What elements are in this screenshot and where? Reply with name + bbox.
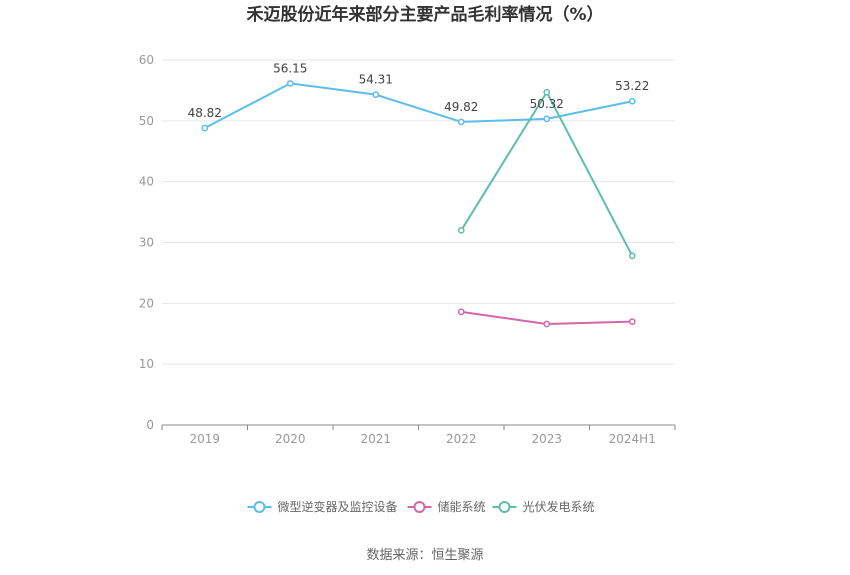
data-point bbox=[543, 88, 551, 96]
legend-marker-1 bbox=[413, 501, 426, 513]
data-point bbox=[457, 226, 465, 234]
y-tick-label: 30 bbox=[139, 236, 154, 250]
data-point bbox=[543, 320, 551, 328]
data-label: 56.15 bbox=[273, 61, 307, 75]
data-point bbox=[372, 91, 380, 98]
y-tick-label: 50 bbox=[139, 114, 154, 128]
data-point bbox=[457, 308, 465, 316]
data-label: 53.22 bbox=[615, 79, 649, 93]
chart-title: 禾迈股份近年来部分主要产品毛利率情况（%） bbox=[246, 4, 603, 25]
axes: 0 10 20 30 40 50 60 2019 2020 2021 2022 2023 2024H1 bbox=[139, 53, 676, 446]
data-label: 48.82 bbox=[188, 106, 222, 120]
x-tick-label: 2022 bbox=[446, 432, 477, 446]
legend-marker-2 bbox=[498, 501, 511, 513]
data-point bbox=[628, 252, 636, 260]
series-layer bbox=[201, 80, 636, 328]
y-tick-label: 0 bbox=[146, 418, 154, 432]
data-point bbox=[201, 124, 209, 132]
x-tick-label: 2020 bbox=[275, 432, 306, 446]
data-labels: 48.82 56.15 54.31 49.82 50.32 53.22 bbox=[188, 61, 650, 120]
x-tick-label: 2023 bbox=[531, 432, 562, 446]
legend-label-2: 光伏发电系统 bbox=[523, 499, 595, 514]
data-label: 50.32 bbox=[530, 97, 564, 111]
legend-label-1: 储能系统 bbox=[438, 499, 486, 514]
series-line-0 bbox=[204, 82, 633, 129]
grid-lines bbox=[162, 59, 675, 365]
data-point bbox=[628, 97, 636, 105]
x-tick-label: 2021 bbox=[360, 432, 391, 446]
data-label: 54.31 bbox=[359, 73, 393, 87]
y-tick-label: 20 bbox=[139, 296, 154, 310]
data-label: 49.82 bbox=[444, 100, 478, 114]
data-source: 数据来源：恒生聚源 bbox=[366, 548, 483, 563]
data-point bbox=[457, 118, 465, 126]
data-point bbox=[286, 80, 294, 87]
x-tick-label: 2019 bbox=[189, 432, 220, 446]
data-point bbox=[628, 318, 636, 325]
y-tick-label: 10 bbox=[139, 357, 154, 371]
legend-label-0: 微型逆变器及监控设备 bbox=[278, 499, 398, 514]
y-tick-label: 60 bbox=[139, 53, 154, 67]
data-point bbox=[543, 115, 551, 123]
legend-marker-0 bbox=[253, 501, 266, 513]
x-tick-label: 2024H1 bbox=[609, 432, 656, 446]
legend: 微型逆变器及监控设备 储能系统 光伏发电系统 bbox=[247, 499, 595, 514]
y-tick-label: 40 bbox=[139, 175, 154, 189]
